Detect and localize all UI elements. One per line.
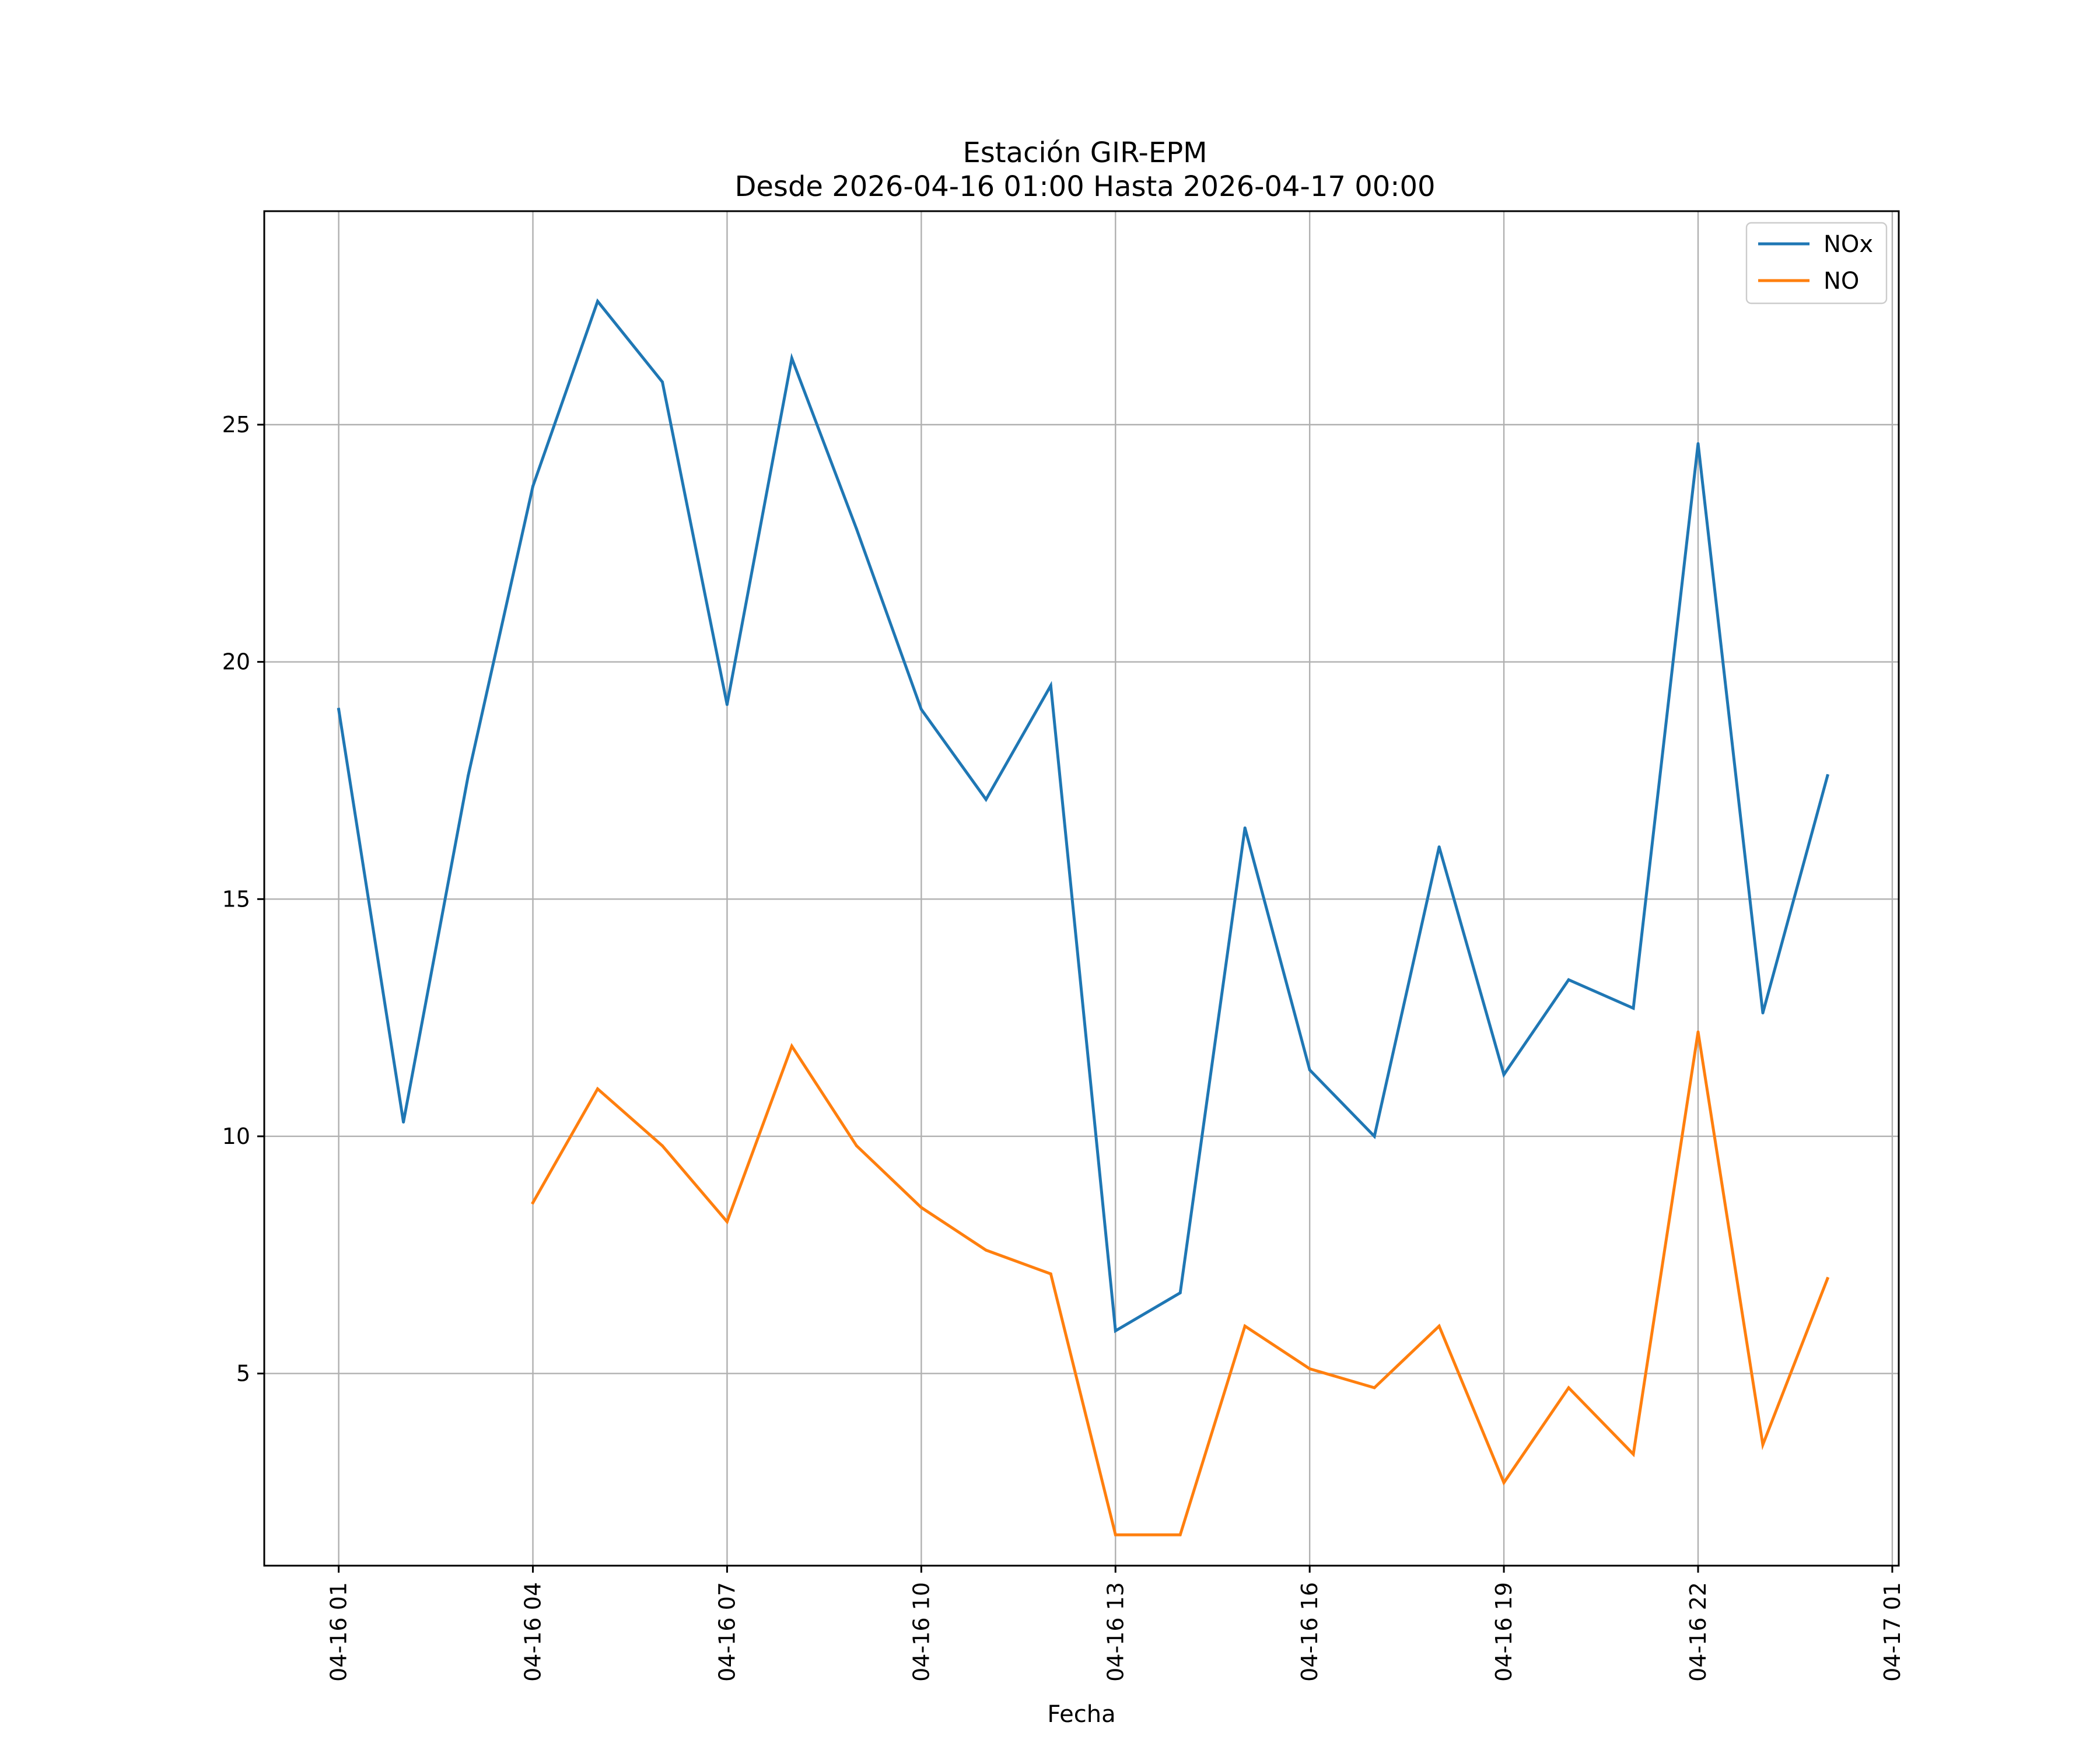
y-tick-label: 5 (236, 1361, 250, 1387)
data-point-no (1567, 1386, 1570, 1390)
data-point-nox (919, 708, 923, 711)
data-point-no (1114, 1533, 1117, 1536)
chart-title-line-2: Desde 2026-04-16 01:00 Hasta 2026-04-17 … (734, 170, 1435, 203)
x-tick-label: 04-16 19 (1491, 1582, 1517, 1682)
x-axis-label: Fecha (1047, 1701, 1115, 1728)
data-point-no (855, 1144, 858, 1147)
data-point-nox (402, 1121, 405, 1124)
data-point-nox (1502, 1073, 1506, 1076)
legend-label-no: NO (1824, 268, 1859, 295)
data-point-nox (790, 356, 793, 360)
data-point-no (1243, 1324, 1247, 1328)
series-lines (337, 298, 1830, 1536)
data-point-no (1373, 1386, 1376, 1390)
data-point-no (1502, 1481, 1506, 1485)
data-point-nox (1567, 978, 1570, 982)
data-point-no (725, 1220, 729, 1223)
plot-area-frame (263, 210, 1900, 1567)
data-point-no (531, 1201, 534, 1205)
data-point-nox (1178, 1291, 1182, 1294)
grid (264, 211, 1899, 1566)
legend-label-nox: NOx (1824, 231, 1873, 258)
data-point-nox (1373, 1135, 1376, 1138)
data-point-no (984, 1248, 988, 1252)
data-point-nox (1049, 684, 1052, 687)
data-point-no (596, 1087, 599, 1091)
data-point-nox (1632, 1006, 1635, 1010)
data-point-no (1049, 1272, 1052, 1276)
data-point-nox (1243, 826, 1247, 830)
data-point-nox (1114, 1329, 1117, 1332)
data-point-no (1437, 1324, 1441, 1328)
data-point-nox (467, 774, 470, 778)
data-point-no (1696, 1030, 1700, 1034)
legend: NOx NO (1745, 222, 1888, 304)
x-tick-label: 04-16 01 (326, 1582, 352, 1682)
series-line-nox (337, 298, 1829, 1334)
y-tick-label: 15 (222, 886, 250, 912)
data-point-nox (337, 708, 341, 711)
x-tick-label: 04-16 07 (714, 1582, 740, 1682)
data-point-nox (1437, 845, 1441, 849)
data-point-nox (531, 485, 534, 488)
data-point-nox (855, 527, 858, 531)
data-point-nox (1761, 1012, 1765, 1014)
x-tick-label: 04-16 16 (1297, 1582, 1322, 1682)
data-point-no (1761, 1443, 1765, 1447)
data-point-nox (1696, 442, 1700, 445)
chart-title-line-1: Estación GIR-EPM (963, 136, 1207, 169)
x-tick-label: 04-16 10 (908, 1582, 934, 1682)
x-tick-label: 04-16 04 (520, 1582, 546, 1682)
data-point-nox (984, 798, 988, 801)
data-point-no (1308, 1367, 1311, 1370)
data-point-nox (661, 380, 664, 384)
y-tick-label: 25 (222, 412, 250, 438)
data-point-nox (1826, 774, 1829, 778)
data-point-no (1178, 1533, 1182, 1536)
y-tick-label: 20 (222, 649, 250, 675)
data-point-nox (1308, 1068, 1311, 1072)
data-point-no (790, 1044, 793, 1048)
data-point-nox (596, 300, 599, 303)
data-point-no (1826, 1277, 1829, 1280)
x-tick-label: 04-17 01 (1880, 1582, 1905, 1682)
axis-ticks: 04-16 01 04-16 04 04-16 07 04-16 10 04-16 13… (222, 412, 1905, 1682)
x-tick-label: 04-16 22 (1685, 1582, 1711, 1682)
x-tick-label: 04-16 13 (1102, 1582, 1128, 1682)
y-tick-label: 10 (222, 1124, 250, 1149)
data-point-no (661, 1144, 664, 1147)
data-point-no (919, 1206, 923, 1209)
data-point-nox (725, 703, 729, 706)
data-point-no (1632, 1452, 1635, 1456)
